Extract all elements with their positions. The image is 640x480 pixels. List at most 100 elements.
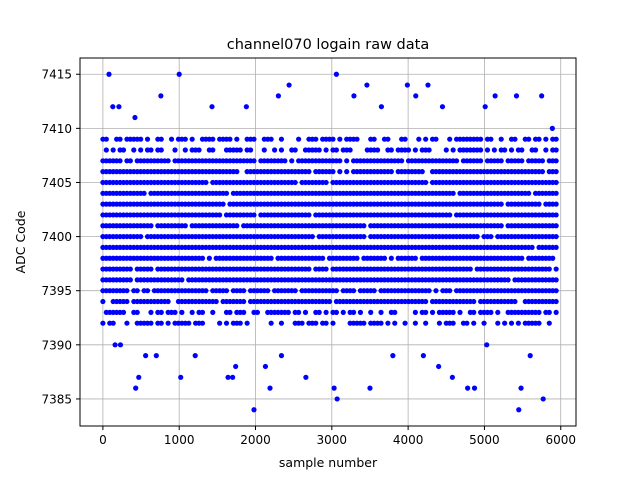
data-point bbox=[133, 385, 139, 391]
data-point bbox=[488, 309, 494, 315]
data-point bbox=[405, 147, 412, 153]
data-point bbox=[423, 179, 429, 186]
data-point bbox=[313, 136, 319, 142]
data-point bbox=[189, 136, 195, 142]
data-point bbox=[223, 320, 230, 326]
data-point bbox=[433, 288, 439, 294]
data-point bbox=[381, 255, 388, 261]
data-point bbox=[539, 158, 546, 164]
data-point bbox=[392, 309, 398, 315]
data-point bbox=[143, 353, 149, 359]
data-point bbox=[527, 353, 533, 359]
x-tick-label: 6000 bbox=[545, 433, 576, 447]
data-point bbox=[519, 147, 525, 153]
data-point bbox=[117, 158, 123, 164]
data-point bbox=[286, 82, 292, 88]
data-point bbox=[179, 309, 185, 315]
data-point bbox=[330, 320, 336, 326]
data-point bbox=[423, 298, 429, 305]
data-point bbox=[132, 114, 138, 121]
data-point bbox=[333, 71, 339, 77]
data-point bbox=[429, 309, 436, 315]
data-point bbox=[371, 136, 377, 142]
data-point bbox=[278, 353, 285, 359]
data-point bbox=[439, 104, 446, 110]
x-tick-label: 2000 bbox=[240, 433, 271, 447]
data-point bbox=[268, 136, 274, 142]
data-point bbox=[388, 147, 394, 153]
data-point bbox=[144, 136, 151, 142]
data-point bbox=[292, 147, 298, 153]
data-point bbox=[199, 309, 206, 315]
data-point bbox=[371, 288, 377, 294]
data-point bbox=[323, 320, 329, 326]
data-point bbox=[136, 374, 142, 380]
data-point bbox=[508, 320, 515, 326]
data-point bbox=[553, 277, 559, 283]
data-point bbox=[478, 158, 484, 164]
data-point bbox=[117, 136, 123, 142]
data-point bbox=[192, 353, 198, 359]
data-point bbox=[110, 104, 116, 110]
data-point bbox=[110, 320, 116, 326]
data-point bbox=[103, 147, 109, 153]
data-point bbox=[127, 266, 133, 272]
data-point bbox=[316, 147, 322, 153]
data-point bbox=[206, 255, 212, 261]
data-point bbox=[189, 309, 195, 315]
data-point bbox=[457, 309, 463, 315]
data-point bbox=[116, 104, 122, 110]
data-point bbox=[292, 288, 298, 294]
data-point bbox=[553, 309, 559, 315]
data-point bbox=[546, 266, 552, 272]
data-point bbox=[484, 342, 490, 348]
data-point bbox=[513, 93, 520, 99]
data-point bbox=[168, 136, 175, 142]
data-point bbox=[347, 147, 353, 153]
data-point bbox=[536, 201, 542, 207]
data-point bbox=[268, 255, 274, 261]
data-point bbox=[225, 374, 231, 380]
data-point bbox=[316, 309, 322, 315]
data-point bbox=[309, 233, 315, 240]
data-point bbox=[553, 201, 559, 207]
x-tick-label: 4000 bbox=[393, 433, 424, 447]
data-point bbox=[413, 93, 419, 99]
data-point bbox=[425, 82, 431, 88]
y-tick-label: 7400 bbox=[41, 230, 72, 244]
data-point bbox=[331, 385, 337, 391]
data-point bbox=[553, 223, 559, 229]
data-point bbox=[182, 147, 188, 153]
data-point bbox=[553, 233, 559, 240]
data-point bbox=[323, 309, 329, 315]
data-point bbox=[375, 147, 381, 153]
data-point bbox=[536, 309, 542, 315]
data-point bbox=[553, 147, 559, 153]
data-point bbox=[450, 190, 456, 196]
data-point bbox=[303, 374, 309, 380]
data-point bbox=[296, 136, 302, 142]
data-point bbox=[539, 93, 545, 99]
y-tick-label: 7385 bbox=[41, 392, 72, 406]
data-point bbox=[495, 309, 501, 315]
x-tick-label: 0 bbox=[99, 433, 107, 447]
data-point bbox=[526, 136, 532, 142]
data-point bbox=[420, 353, 426, 359]
data-point bbox=[127, 158, 133, 164]
data-point bbox=[471, 385, 478, 391]
data-point bbox=[481, 320, 487, 326]
data-point bbox=[390, 353, 396, 359]
data-point bbox=[165, 158, 171, 164]
data-point bbox=[447, 136, 453, 142]
data-point bbox=[153, 353, 159, 359]
data-point bbox=[282, 158, 288, 164]
data-point bbox=[278, 320, 285, 326]
data-point bbox=[271, 147, 278, 153]
data-point bbox=[519, 158, 525, 164]
data-point bbox=[148, 309, 154, 315]
data-point bbox=[516, 407, 522, 413]
data-point bbox=[412, 255, 418, 261]
data-point bbox=[553, 298, 559, 305]
data-point bbox=[436, 320, 443, 326]
